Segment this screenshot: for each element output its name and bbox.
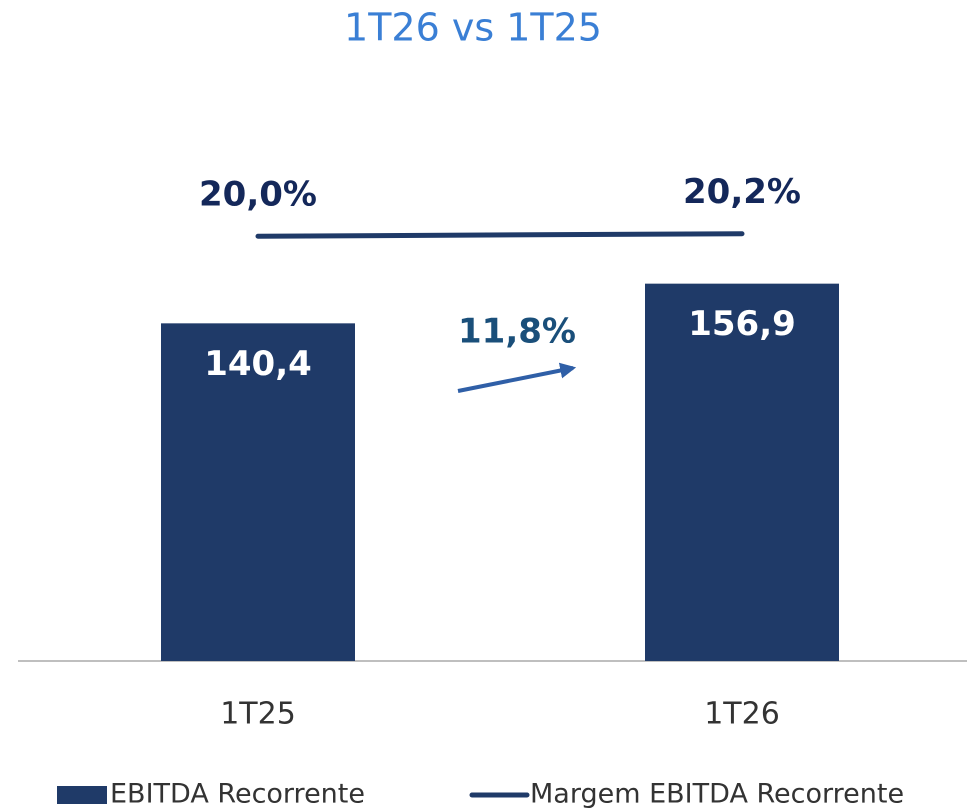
legend-swatch bbox=[57, 786, 107, 804]
chart-title: 1T26 vs 1T25 bbox=[344, 6, 602, 50]
growth-arrow bbox=[457, 362, 577, 393]
growth-annotation: 11,8% bbox=[458, 312, 576, 352]
margin-line bbox=[255, 231, 745, 239]
legend-label: Margem EBITDA Recorrente bbox=[530, 779, 904, 810]
bar bbox=[161, 323, 355, 661]
x-tick-label: 1T25 bbox=[220, 697, 296, 732]
line-value-label: 20,2% bbox=[683, 172, 801, 212]
line-value-label: 20,0% bbox=[199, 175, 317, 215]
x-tick-label: 1T26 bbox=[704, 697, 780, 732]
bar-value-label: 140,4 bbox=[204, 344, 312, 384]
bar bbox=[645, 283, 839, 661]
legend-label: EBITDA Recorrente bbox=[110, 779, 365, 810]
bar-value-label: 156,9 bbox=[688, 304, 796, 344]
